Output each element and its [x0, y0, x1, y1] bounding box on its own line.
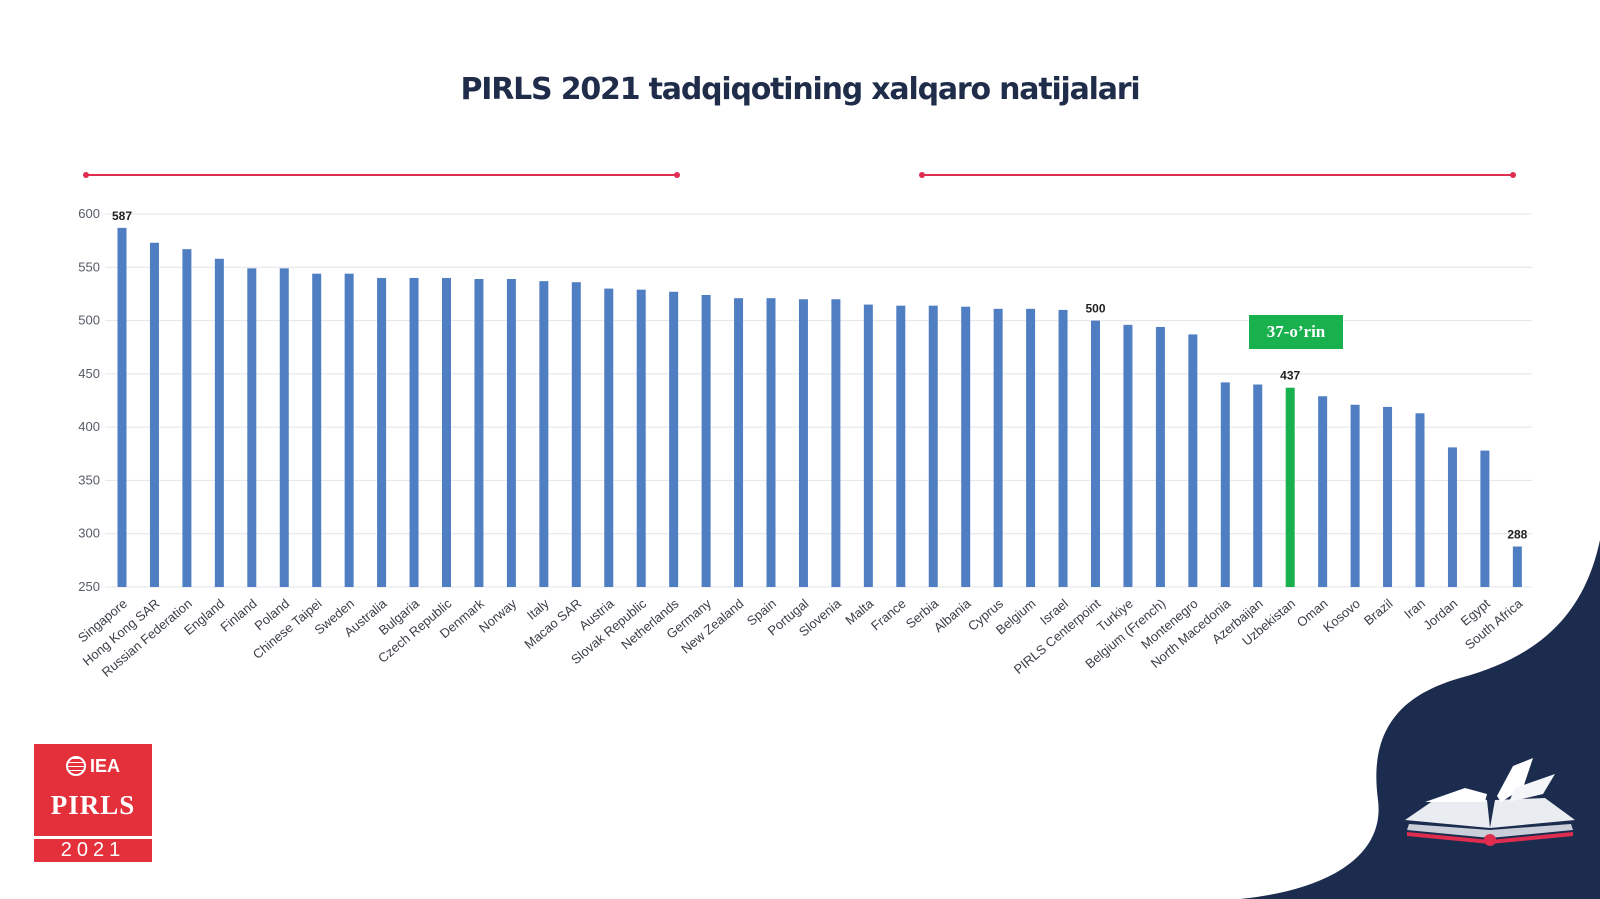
globe-icon [65, 756, 86, 776]
bar-portugal [798, 299, 808, 587]
x-tick-label: Brazil [1361, 596, 1396, 628]
x-tick-label: France [868, 596, 909, 634]
x-tick-label: Finland [217, 596, 259, 635]
bar-czech-republic [442, 277, 451, 587]
data-label: 288 [1507, 528, 1527, 542]
bar-malta [863, 304, 873, 587]
bar-bulgaria [409, 277, 419, 587]
x-tick-label: Kosovo [1320, 596, 1363, 635]
bar-germany [701, 294, 711, 587]
bar-slovak-republic [636, 289, 646, 587]
bar-sweden [344, 273, 354, 587]
logo-divider [34, 836, 152, 839]
bar-spain [766, 298, 776, 587]
chart-bars [117, 227, 1522, 587]
bar-pirls-centerpoint [1091, 320, 1100, 587]
data-label: 587 [112, 209, 132, 223]
bar-uzbekistan [1285, 387, 1295, 587]
bracket-dot [919, 172, 925, 178]
bar-jordan [1447, 447, 1457, 587]
page-title: PIRLS 2021 tadqiqotining xalqaro natijal… [460, 72, 1140, 107]
logo-brand: IEA [89, 756, 120, 776]
group-brackets [83, 172, 1516, 178]
data-label: 437 [1280, 369, 1300, 383]
bar-new-zealand [734, 298, 744, 587]
y-tick-label: 400 [78, 419, 100, 434]
bar-egypt [1480, 450, 1490, 587]
bar-russian-federation [182, 249, 192, 587]
bar-north-macedonia [1220, 382, 1230, 587]
bar-azerbaijan [1253, 384, 1263, 587]
y-tick-label: 300 [78, 526, 100, 541]
logo-year: 2021 [34, 839, 152, 862]
bar-montenegro [1188, 334, 1198, 587]
x-tick-label: Norway [476, 595, 520, 635]
bracket-dot [83, 172, 89, 178]
bar-albania [961, 306, 971, 587]
data-label: 500 [1085, 302, 1105, 316]
data-labels: 587 500 437 288 [112, 209, 1528, 542]
x-tick-label: Jordan [1420, 596, 1460, 633]
bracket-dot [1510, 172, 1516, 178]
bar-chinese-taipei [312, 273, 322, 587]
bar-brazil [1383, 406, 1393, 587]
y-tick-label: 600 [78, 206, 100, 221]
logo-name: PIRLS [50, 790, 136, 820]
logo-red-block: IEA PIRLS [34, 744, 152, 836]
bracket-dot [674, 172, 680, 178]
open-book-icon [1405, 758, 1575, 846]
bar-finland [247, 268, 257, 587]
bar-belgium [1026, 308, 1036, 587]
y-tick-label: 450 [78, 366, 100, 381]
bar-turkiye [1123, 324, 1133, 587]
bar-australia [377, 277, 387, 587]
bar-kosovo [1350, 404, 1360, 587]
bar-poland [279, 268, 289, 587]
bar-norway [506, 279, 516, 587]
bar-macao-sar [571, 282, 581, 587]
y-tick-label: 250 [78, 579, 100, 594]
bar-hong-kong-sar [149, 242, 159, 587]
y-tick-label: 550 [78, 259, 100, 274]
bar-slovenia [831, 299, 841, 587]
bar-iran [1415, 413, 1425, 587]
y-tick-label: 350 [78, 472, 100, 487]
bar-belgium-french [1155, 326, 1165, 587]
bar-israel [1058, 309, 1068, 587]
pirls-logo: IEA PIRLS 2021 [34, 744, 152, 862]
bar-south-africa [1512, 546, 1522, 587]
y-axis: 250 300 350 400 450 500 550 600 [78, 206, 100, 594]
x-tick-label: Albania [931, 595, 974, 635]
bar-denmark [474, 279, 484, 587]
bar-oman [1318, 396, 1328, 587]
bar-cyprus [993, 308, 1003, 587]
bar-france [896, 305, 906, 587]
bar-italy [539, 281, 549, 587]
bar-austria [604, 288, 614, 587]
bar-england [214, 258, 224, 587]
bar-serbia [928, 305, 938, 587]
bar-netherlands [669, 291, 679, 587]
bar-singapore [117, 227, 127, 587]
rank-badge: 37-o’rin [1249, 315, 1343, 349]
y-tick-label: 500 [78, 313, 100, 328]
